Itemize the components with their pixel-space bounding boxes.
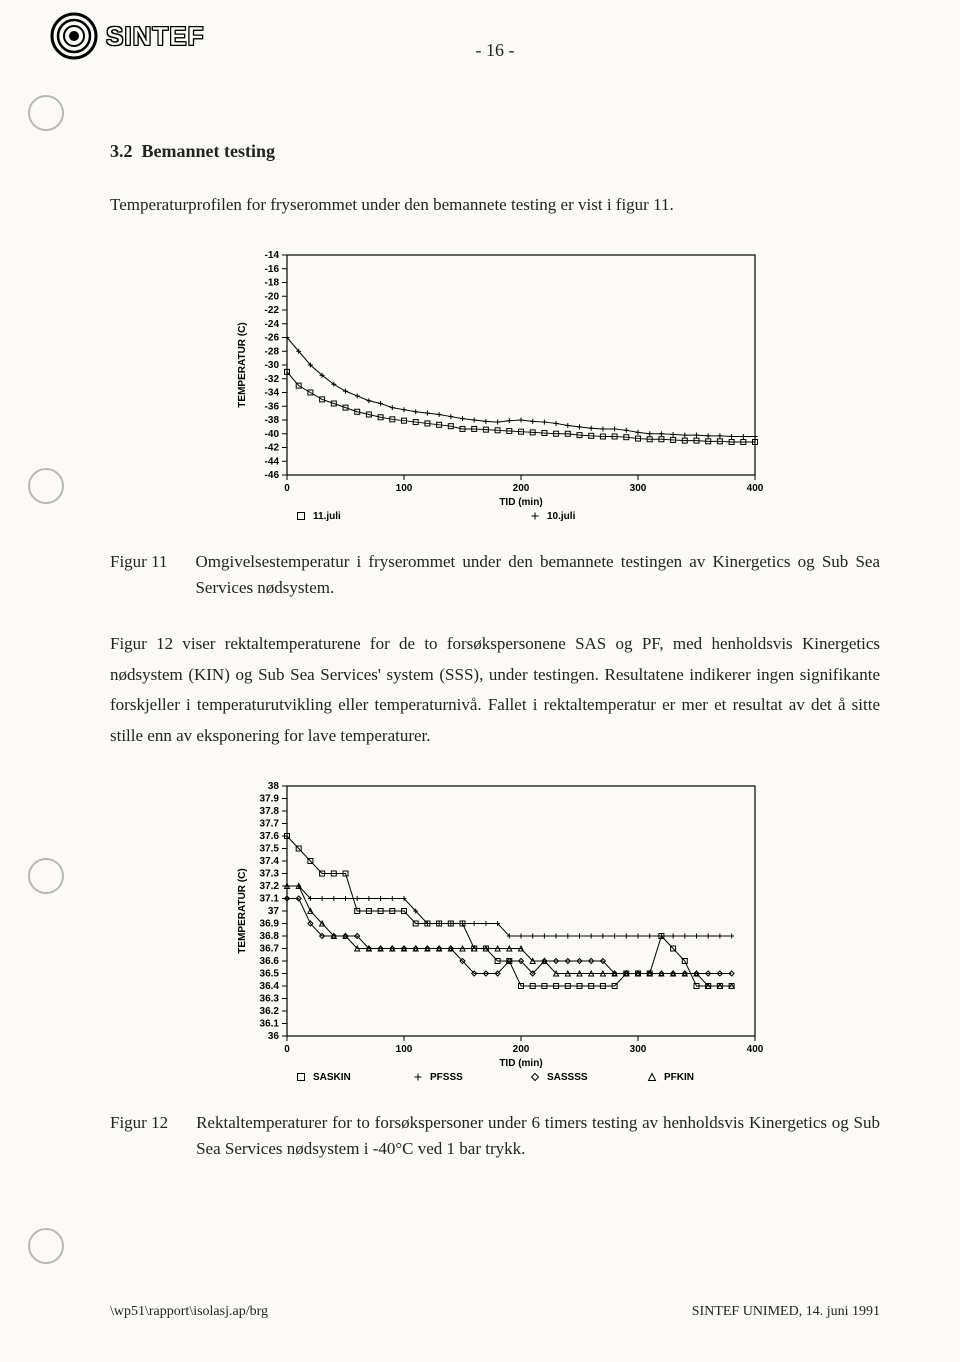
svg-text:-24: -24 <box>265 318 280 329</box>
svg-text:TID (min): TID (min) <box>499 497 542 508</box>
page-number: - 16 - <box>110 40 880 61</box>
svg-text:36.5: 36.5 <box>260 968 280 979</box>
punch-hole <box>28 858 64 894</box>
section-title: Bemannet testing <box>142 141 276 161</box>
footer-path: \wp51\rapport\isolasj.ap/brg <box>110 1304 268 1320</box>
svg-text:SASKIN: SASKIN <box>313 1072 351 1083</box>
svg-text:36.4: 36.4 <box>260 981 280 992</box>
brand-logo: SINTEF <box>50 12 204 60</box>
brand-text: SINTEF <box>106 21 204 52</box>
svg-text:-20: -20 <box>265 291 280 302</box>
svg-text:36.9: 36.9 <box>260 918 280 929</box>
punch-hole <box>28 95 64 131</box>
svg-text:100: 100 <box>396 483 413 494</box>
svg-text:300: 300 <box>630 483 647 494</box>
figure-text: Omgivelsestemperatur i fryserommet under… <box>195 549 880 602</box>
svg-text:-28: -28 <box>265 346 280 357</box>
figure-11-caption: Figur 11 Omgivelsestemperatur i fryserom… <box>110 549 880 602</box>
svg-text:11.juli: 11.juli <box>313 511 341 522</box>
svg-text:36.1: 36.1 <box>260 1018 280 1029</box>
svg-text:37.7: 37.7 <box>260 818 280 829</box>
svg-text:37.6: 37.6 <box>260 831 280 842</box>
svg-text:300: 300 <box>630 1044 647 1055</box>
svg-text:36.3: 36.3 <box>260 993 280 1004</box>
svg-text:-32: -32 <box>265 373 280 384</box>
svg-text:37: 37 <box>268 906 280 917</box>
svg-text:200: 200 <box>513 483 530 494</box>
svg-text:36.7: 36.7 <box>260 943 280 954</box>
figure-11-chart: -46 -44 -42 -40 -38 -36 -34 -32 -30 -28 -26 -24 -22 -… <box>110 245 880 535</box>
svg-text:37.8: 37.8 <box>260 806 280 817</box>
svg-text:-18: -18 <box>265 277 280 288</box>
svg-text:37.9: 37.9 <box>260 793 280 804</box>
paragraph-intro-2: Figur 12 viser rektaltemperaturene for d… <box>110 629 880 751</box>
svg-text:38: 38 <box>268 781 280 792</box>
svg-text:TEMPERATUR (C): TEMPERATUR (C) <box>237 322 248 407</box>
svg-text:36: 36 <box>268 1031 280 1042</box>
svg-text:-40: -40 <box>265 428 280 439</box>
svg-text:37.2: 37.2 <box>260 881 280 892</box>
figure-text: Rektaltemperaturer for to forsøkspersone… <box>196 1110 880 1163</box>
svg-text:TEMPERATUR (C): TEMPERATUR (C) <box>237 868 248 953</box>
svg-text:0: 0 <box>284 483 290 494</box>
svg-text:PFSSS: PFSSS <box>430 1072 463 1083</box>
punch-hole <box>28 468 64 504</box>
svg-text:-42: -42 <box>265 442 280 453</box>
svg-text:PFKIN: PFKIN <box>664 1072 694 1083</box>
svg-text:-30: -30 <box>265 360 280 371</box>
svg-text:0: 0 <box>284 1044 290 1055</box>
svg-text:10.juli: 10.juli <box>547 511 576 522</box>
page: SINTEF - 16 - 3.2 Bemannet testing Tempe… <box>0 0 960 1362</box>
svg-text:400: 400 <box>747 483 764 494</box>
paragraph-intro-1: Temperaturprofilen for fryserommet under… <box>110 190 880 221</box>
figure-number: Figur 11 <box>110 549 167 602</box>
svg-text:-46: -46 <box>265 470 280 481</box>
svg-text:-38: -38 <box>265 415 280 426</box>
sintef-icon <box>50 12 98 60</box>
svg-text:-14: -14 <box>265 250 280 261</box>
figure-12-chart: 3636.136.236.336.436.536.636.736.836.937… <box>110 776 880 1096</box>
figure-number: Figur 12 <box>110 1110 168 1163</box>
svg-text:37.1: 37.1 <box>260 893 280 904</box>
svg-text:-44: -44 <box>265 456 280 467</box>
svg-text:37.3: 37.3 <box>260 868 280 879</box>
svg-text:36.6: 36.6 <box>260 956 280 967</box>
section-number: 3.2 <box>110 141 133 161</box>
figure-12-caption: Figur 12 Rektaltemperaturer for to forsø… <box>110 1110 880 1163</box>
svg-text:37.4: 37.4 <box>260 856 280 867</box>
svg-text:100: 100 <box>396 1044 413 1055</box>
svg-text:TID (min): TID (min) <box>499 1058 542 1069</box>
punch-hole <box>28 1228 64 1264</box>
svg-text:36.2: 36.2 <box>260 1006 280 1017</box>
svg-text:-34: -34 <box>265 387 280 398</box>
svg-text:-36: -36 <box>265 401 280 412</box>
section-heading: 3.2 Bemannet testing <box>110 141 880 162</box>
svg-text:-26: -26 <box>265 332 280 343</box>
svg-text:SASSSS: SASSSS <box>547 1072 588 1083</box>
svg-text:400: 400 <box>747 1044 764 1055</box>
svg-text:200: 200 <box>513 1044 530 1055</box>
page-footer: \wp51\rapport\isolasj.ap/brg SINTEF UNIM… <box>110 1304 880 1320</box>
svg-text:-16: -16 <box>265 263 280 274</box>
svg-text:-22: -22 <box>265 305 280 316</box>
svg-text:36.8: 36.8 <box>260 931 280 942</box>
svg-text:37.5: 37.5 <box>260 843 280 854</box>
footer-attribution: SINTEF UNIMED, 14. juni 1991 <box>692 1304 880 1320</box>
